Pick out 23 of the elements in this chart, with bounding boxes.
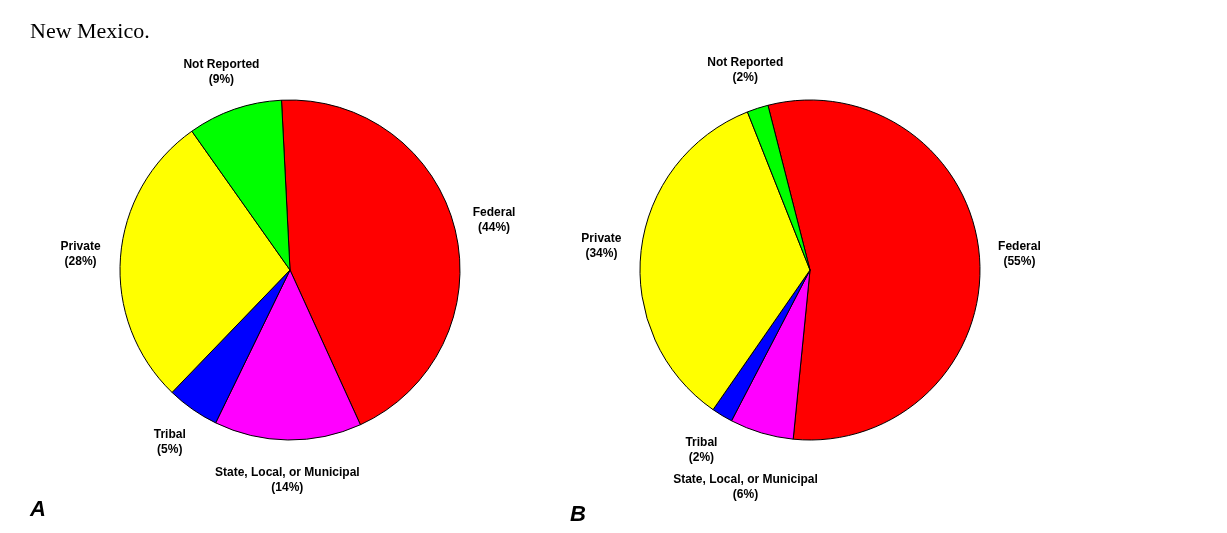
data-label: (28%)	[64, 254, 97, 269]
slice-label: Not Reported	[183, 56, 260, 71]
slice-label: State, Local, or Municipal	[214, 464, 360, 479]
text: B	[570, 500, 586, 526]
data-label: (6%)	[732, 486, 759, 501]
slice-label: Private	[581, 230, 622, 245]
slice-label: Federal	[472, 205, 516, 220]
data-label: (5%)	[157, 442, 183, 457]
data-label: (2%)	[732, 70, 758, 85]
data-label: (34%)	[585, 245, 618, 260]
data-label: (55%)	[1003, 254, 1036, 269]
text: A	[29, 496, 46, 521]
data-label: (14%)	[271, 479, 304, 494]
slice-label: Tribal	[153, 427, 186, 442]
slice-label: Tribal	[685, 434, 718, 449]
slice-label: State, Local, or Municipal	[673, 471, 818, 486]
text: New Mexico.	[30, 18, 150, 43]
slice-label: Federal	[998, 239, 1041, 254]
slice-label: Not Reported	[707, 55, 784, 70]
data-label: (2%)	[688, 449, 715, 464]
data-label: (9%)	[208, 71, 235, 86]
data-label: (44%)	[478, 220, 511, 235]
slice-label: Private	[60, 239, 101, 254]
